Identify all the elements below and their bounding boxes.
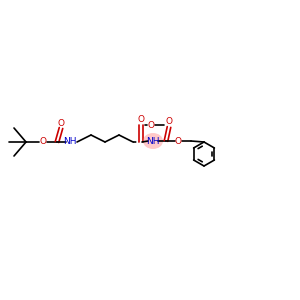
Ellipse shape [143,133,163,149]
Text: O: O [58,118,64,127]
Text: O: O [175,136,182,146]
Text: O: O [148,121,154,130]
Text: O: O [166,118,172,127]
Text: NH: NH [63,137,77,146]
Text: O: O [137,116,145,124]
Text: NH: NH [146,136,160,146]
Text: O: O [40,137,46,146]
